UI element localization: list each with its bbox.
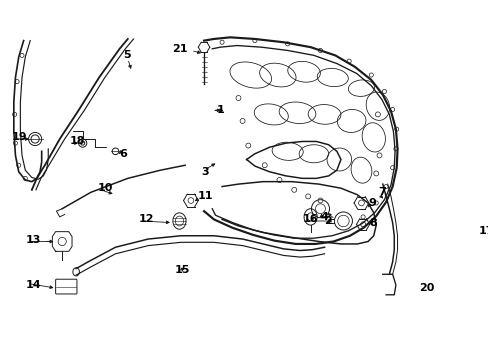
Text: 1: 1 [217,105,224,115]
Text: 20: 20 [418,283,433,293]
Text: 13: 13 [25,235,41,245]
Text: 5: 5 [123,50,131,60]
Text: 10: 10 [97,183,113,193]
Text: 4: 4 [320,212,327,222]
Text: 14: 14 [25,280,41,290]
Text: 8: 8 [369,218,377,228]
Text: 7: 7 [377,187,385,197]
Text: 15: 15 [174,265,189,275]
Text: 11: 11 [197,192,213,201]
Text: 3: 3 [201,167,209,177]
Text: 18: 18 [69,136,85,147]
Text: 2: 2 [324,216,332,226]
Text: 12: 12 [138,214,154,224]
Text: 16: 16 [302,214,317,224]
Text: 17: 17 [478,226,488,236]
Text: 9: 9 [367,198,375,208]
Text: 6: 6 [120,149,127,159]
Text: 21: 21 [172,44,187,54]
Text: 19: 19 [12,132,28,142]
